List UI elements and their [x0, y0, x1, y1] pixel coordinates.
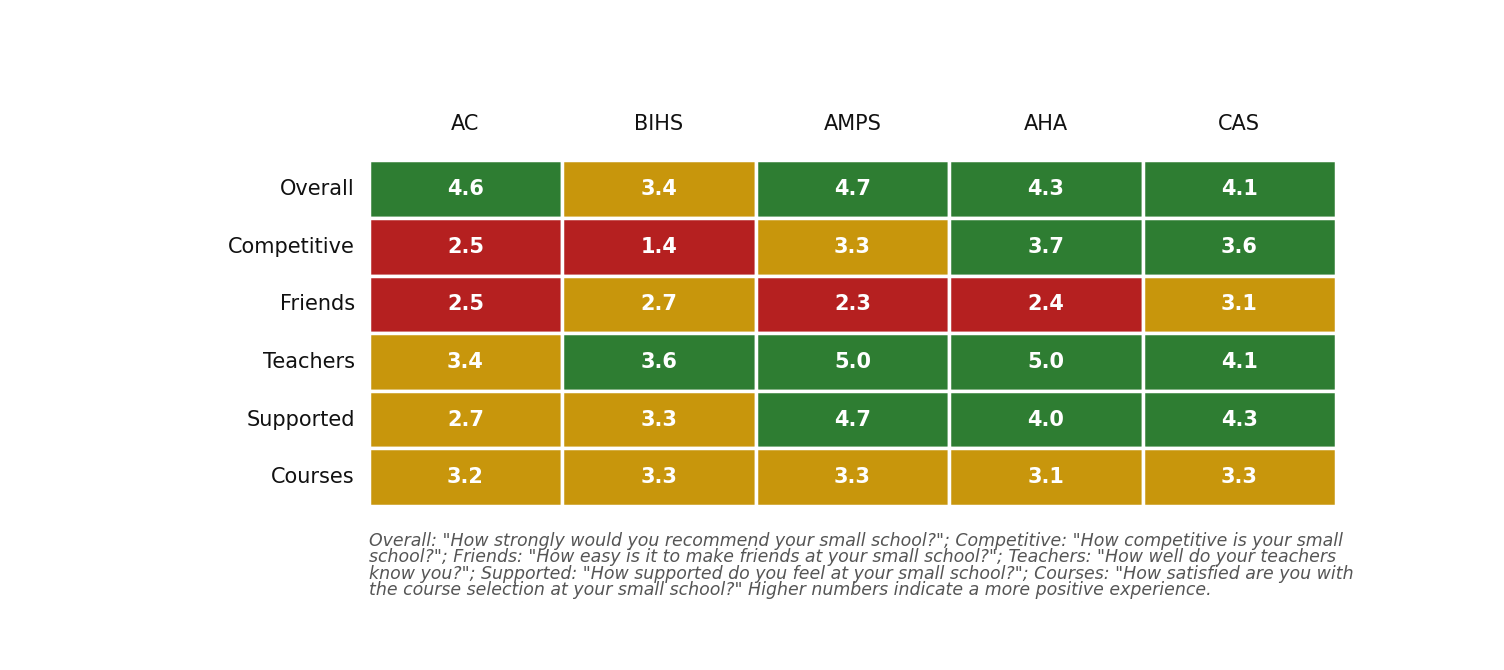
Bar: [562, 448, 755, 506]
Bar: [949, 218, 1143, 275]
Text: 3.3: 3.3: [833, 467, 871, 487]
Text: 4.0: 4.0: [1027, 409, 1065, 429]
Text: 5.0: 5.0: [1027, 352, 1065, 372]
Text: Overall: "How strongly would you recommend your small school?"; Competitive: "Ho: Overall: "How strongly would you recomme…: [368, 532, 1343, 550]
Text: 4.1: 4.1: [1221, 352, 1257, 372]
Bar: [368, 333, 562, 391]
Bar: [562, 218, 755, 275]
Text: 4.7: 4.7: [833, 409, 871, 429]
Bar: [1143, 160, 1336, 218]
Text: 3.2: 3.2: [447, 467, 484, 487]
Text: 3.4: 3.4: [447, 352, 484, 372]
Text: 3.3: 3.3: [641, 467, 677, 487]
Bar: [949, 160, 1143, 218]
Text: the course selection at your small school?" Higher numbers indicate a more posit: the course selection at your small schoo…: [368, 582, 1211, 600]
Text: 5.0: 5.0: [833, 352, 871, 372]
Bar: [368, 391, 562, 448]
Bar: [949, 333, 1143, 391]
Bar: [1143, 218, 1336, 275]
Text: 3.3: 3.3: [1221, 467, 1257, 487]
Text: 2.4: 2.4: [1027, 294, 1065, 314]
Bar: [1143, 333, 1336, 391]
Text: Courses: Courses: [271, 467, 355, 487]
Bar: [1143, 448, 1336, 506]
Text: AHA: AHA: [1024, 115, 1068, 134]
Bar: [755, 218, 949, 275]
Bar: [368, 218, 562, 275]
Bar: [755, 160, 949, 218]
Bar: [562, 391, 755, 448]
Bar: [1143, 391, 1336, 448]
Text: 2.3: 2.3: [833, 294, 871, 314]
Text: CAS: CAS: [1218, 115, 1260, 134]
Bar: [949, 391, 1143, 448]
Text: 3.3: 3.3: [833, 237, 871, 257]
Text: 4.7: 4.7: [833, 179, 871, 199]
Text: 3.6: 3.6: [1221, 237, 1257, 257]
Bar: [755, 275, 949, 333]
Text: 1.4: 1.4: [641, 237, 677, 257]
Text: AMPS: AMPS: [824, 115, 881, 134]
Text: Supported: Supported: [247, 409, 355, 429]
Text: 4.3: 4.3: [1027, 179, 1065, 199]
Bar: [1143, 275, 1336, 333]
Text: 2.5: 2.5: [447, 294, 484, 314]
Bar: [368, 448, 562, 506]
Bar: [368, 275, 562, 333]
Bar: [755, 333, 949, 391]
Text: 3.3: 3.3: [641, 409, 677, 429]
Bar: [949, 275, 1143, 333]
Text: 3.6: 3.6: [641, 352, 677, 372]
Text: 2.7: 2.7: [641, 294, 677, 314]
Text: 4.1: 4.1: [1221, 179, 1257, 199]
Bar: [562, 275, 755, 333]
Bar: [562, 333, 755, 391]
Text: Overall: Overall: [280, 179, 355, 199]
Text: 2.7: 2.7: [447, 409, 484, 429]
Bar: [755, 448, 949, 506]
Text: 4.3: 4.3: [1221, 409, 1257, 429]
Text: BIHS: BIHS: [635, 115, 683, 134]
Text: 3.7: 3.7: [1027, 237, 1065, 257]
Bar: [368, 160, 562, 218]
Text: school?"; Friends: "How easy is it to make friends at your small school?"; Teach: school?"; Friends: "How easy is it to ma…: [368, 548, 1336, 566]
Bar: [562, 160, 755, 218]
Text: know you?"; Supported: "How supported do you feel at your small school?"; Course: know you?"; Supported: "How supported do…: [368, 565, 1354, 583]
Text: Competitive: Competitive: [227, 237, 355, 257]
Bar: [949, 448, 1143, 506]
Bar: [755, 391, 949, 448]
Text: 3.1: 3.1: [1027, 467, 1065, 487]
Text: Friends: Friends: [280, 294, 355, 314]
Text: 2.5: 2.5: [447, 237, 484, 257]
Text: 3.1: 3.1: [1221, 294, 1257, 314]
Text: 3.4: 3.4: [641, 179, 677, 199]
Text: 4.6: 4.6: [447, 179, 484, 199]
Text: Teachers: Teachers: [263, 352, 355, 372]
Text: AC: AC: [451, 115, 480, 134]
